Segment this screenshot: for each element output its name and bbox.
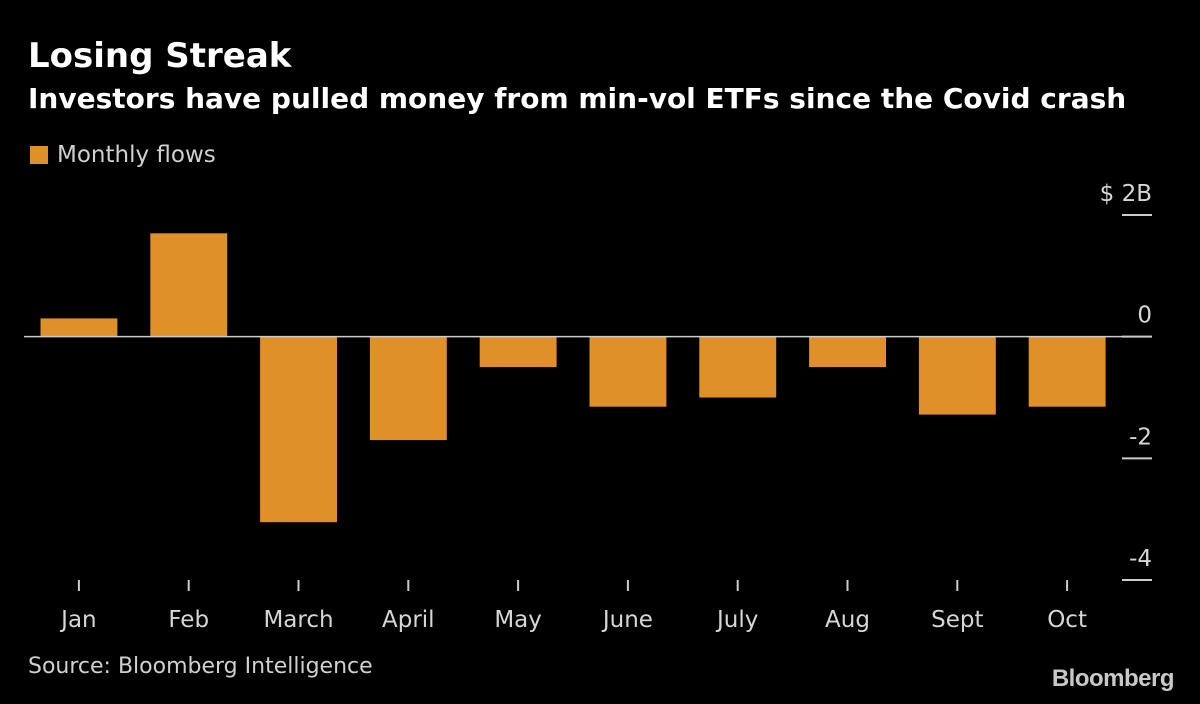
legend-label: Monthly flows: [57, 142, 216, 168]
x-tick-label-march: March: [263, 607, 333, 633]
x-tick-label-may: May: [494, 607, 542, 633]
bar-may: [479, 336, 557, 368]
bar-sept: [918, 336, 996, 415]
x-tick-label-april: April: [382, 607, 435, 633]
x-tick-label-june: June: [601, 607, 653, 633]
legend-swatch: [30, 146, 48, 164]
bar-jan: [40, 318, 118, 337]
x-tick-label-july: July: [715, 607, 758, 633]
bar-march: [260, 336, 337, 523]
legend: Monthly flows: [30, 142, 216, 168]
bar-april: [369, 336, 447, 441]
y-tick-label-1: 0: [1137, 303, 1152, 329]
bar-aug: [809, 336, 886, 368]
source-note: Source: Bloomberg Intelligence: [28, 654, 373, 679]
y-tick-label-2: -2: [1129, 424, 1152, 450]
x-tick-label-sept: Sept: [931, 607, 983, 633]
bloomberg-logo: Bloomberg: [1051, 665, 1175, 692]
x-tick-label-jan: Jan: [59, 607, 96, 633]
x-tick-label-feb: Feb: [168, 607, 209, 633]
x-tick-label-oct: Oct: [1047, 607, 1087, 633]
y-tick-label-0: $ 2B: [1100, 181, 1152, 207]
bar-feb: [150, 233, 228, 337]
y-tick-label-3: -4: [1129, 546, 1152, 572]
x-tick-label-aug: Aug: [825, 607, 870, 633]
chart-subtitle: Investors have pulled money from min-vol…: [28, 82, 1127, 115]
bar-june: [589, 336, 667, 407]
bar-oct: [1028, 336, 1106, 407]
chart-title: Losing Streak: [28, 36, 292, 76]
bar-july: [699, 336, 777, 398]
